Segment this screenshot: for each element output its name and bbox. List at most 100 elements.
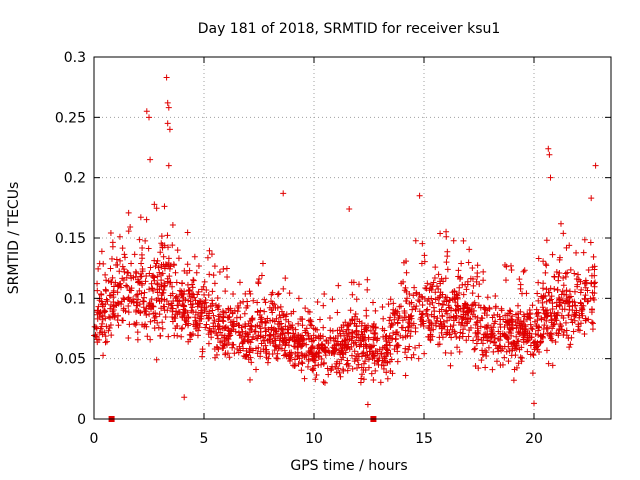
data-point bbox=[492, 292, 499, 299]
data-point bbox=[397, 332, 404, 339]
data-point bbox=[127, 223, 134, 230]
data-point bbox=[229, 310, 236, 317]
data-point bbox=[159, 244, 166, 251]
data-point bbox=[433, 283, 440, 290]
data-point bbox=[520, 317, 527, 324]
data-point bbox=[219, 317, 226, 324]
data-point bbox=[555, 295, 562, 302]
data-point bbox=[124, 269, 131, 276]
data-point bbox=[167, 263, 174, 270]
data-point bbox=[236, 343, 243, 350]
data-point bbox=[549, 300, 556, 307]
data-point bbox=[226, 328, 233, 335]
data-point bbox=[448, 334, 455, 341]
data-point bbox=[384, 346, 391, 353]
data-point bbox=[360, 360, 367, 367]
data-point bbox=[278, 308, 285, 315]
data-point bbox=[147, 336, 154, 343]
data-point bbox=[247, 290, 254, 297]
data-point bbox=[132, 308, 139, 315]
data-point bbox=[317, 316, 324, 323]
data-point bbox=[425, 333, 432, 340]
data-point bbox=[283, 311, 290, 318]
data-point bbox=[444, 317, 451, 324]
data-point bbox=[576, 314, 583, 321]
data-point bbox=[535, 255, 542, 262]
data-point bbox=[326, 315, 333, 322]
data-point bbox=[133, 292, 140, 299]
data-point bbox=[472, 321, 479, 328]
data-point bbox=[566, 303, 573, 310]
data-point bbox=[232, 328, 239, 335]
data-point bbox=[321, 379, 328, 386]
data-point bbox=[547, 330, 554, 337]
data-point bbox=[128, 260, 135, 267]
data-point bbox=[531, 318, 538, 325]
data-point bbox=[124, 283, 131, 290]
x-tick-label: 5 bbox=[200, 431, 209, 447]
data-point bbox=[460, 314, 467, 321]
data-point bbox=[523, 290, 530, 297]
data-point bbox=[384, 347, 391, 354]
data-point bbox=[363, 325, 370, 332]
data-point bbox=[446, 331, 453, 338]
data-point bbox=[508, 332, 515, 339]
data-point bbox=[159, 319, 166, 326]
data-point bbox=[167, 292, 174, 299]
data-point bbox=[220, 265, 227, 272]
data-point bbox=[588, 309, 595, 316]
data-point bbox=[159, 325, 166, 332]
data-point bbox=[268, 326, 275, 333]
data-point bbox=[321, 347, 328, 354]
data-point bbox=[514, 302, 521, 309]
data-point bbox=[298, 350, 305, 357]
data-point bbox=[410, 292, 417, 299]
data-point bbox=[584, 298, 591, 305]
data-point bbox=[93, 325, 100, 332]
data-point bbox=[271, 301, 278, 308]
data-point bbox=[248, 326, 255, 333]
data-point-extreme bbox=[546, 151, 553, 158]
data-point bbox=[481, 310, 488, 317]
data-point bbox=[297, 316, 304, 323]
data-point bbox=[400, 259, 407, 266]
data-point bbox=[334, 327, 341, 334]
data-point bbox=[577, 300, 584, 307]
data-point bbox=[190, 309, 197, 316]
data-point bbox=[504, 312, 511, 319]
data-point bbox=[108, 332, 115, 339]
data-point bbox=[394, 319, 401, 326]
data-point bbox=[438, 306, 445, 313]
data-point bbox=[471, 346, 478, 353]
data-point bbox=[482, 364, 489, 371]
data-point bbox=[353, 323, 360, 330]
data-point bbox=[178, 333, 185, 340]
data-point bbox=[225, 336, 232, 343]
data-point bbox=[280, 312, 287, 319]
data-point bbox=[107, 314, 114, 321]
data-point bbox=[437, 320, 444, 327]
data-point bbox=[499, 330, 506, 337]
data-point bbox=[311, 362, 318, 369]
data-point bbox=[472, 363, 479, 370]
data-point bbox=[239, 328, 246, 335]
data-point bbox=[583, 279, 590, 286]
data-point bbox=[525, 313, 532, 320]
data-point bbox=[333, 341, 340, 348]
data-point bbox=[370, 376, 377, 383]
data-point bbox=[312, 326, 319, 333]
data-point bbox=[123, 274, 130, 281]
data-point bbox=[530, 339, 537, 346]
data-point bbox=[524, 316, 531, 323]
data-point bbox=[125, 309, 132, 316]
data-point bbox=[223, 265, 230, 272]
data-point bbox=[402, 284, 409, 291]
data-point bbox=[186, 286, 193, 293]
data-point bbox=[184, 229, 191, 236]
data-point bbox=[302, 329, 309, 336]
data-point bbox=[547, 296, 554, 303]
data-point bbox=[199, 346, 206, 353]
data-point bbox=[391, 316, 398, 323]
data-point bbox=[181, 312, 188, 319]
data-point bbox=[442, 294, 449, 301]
